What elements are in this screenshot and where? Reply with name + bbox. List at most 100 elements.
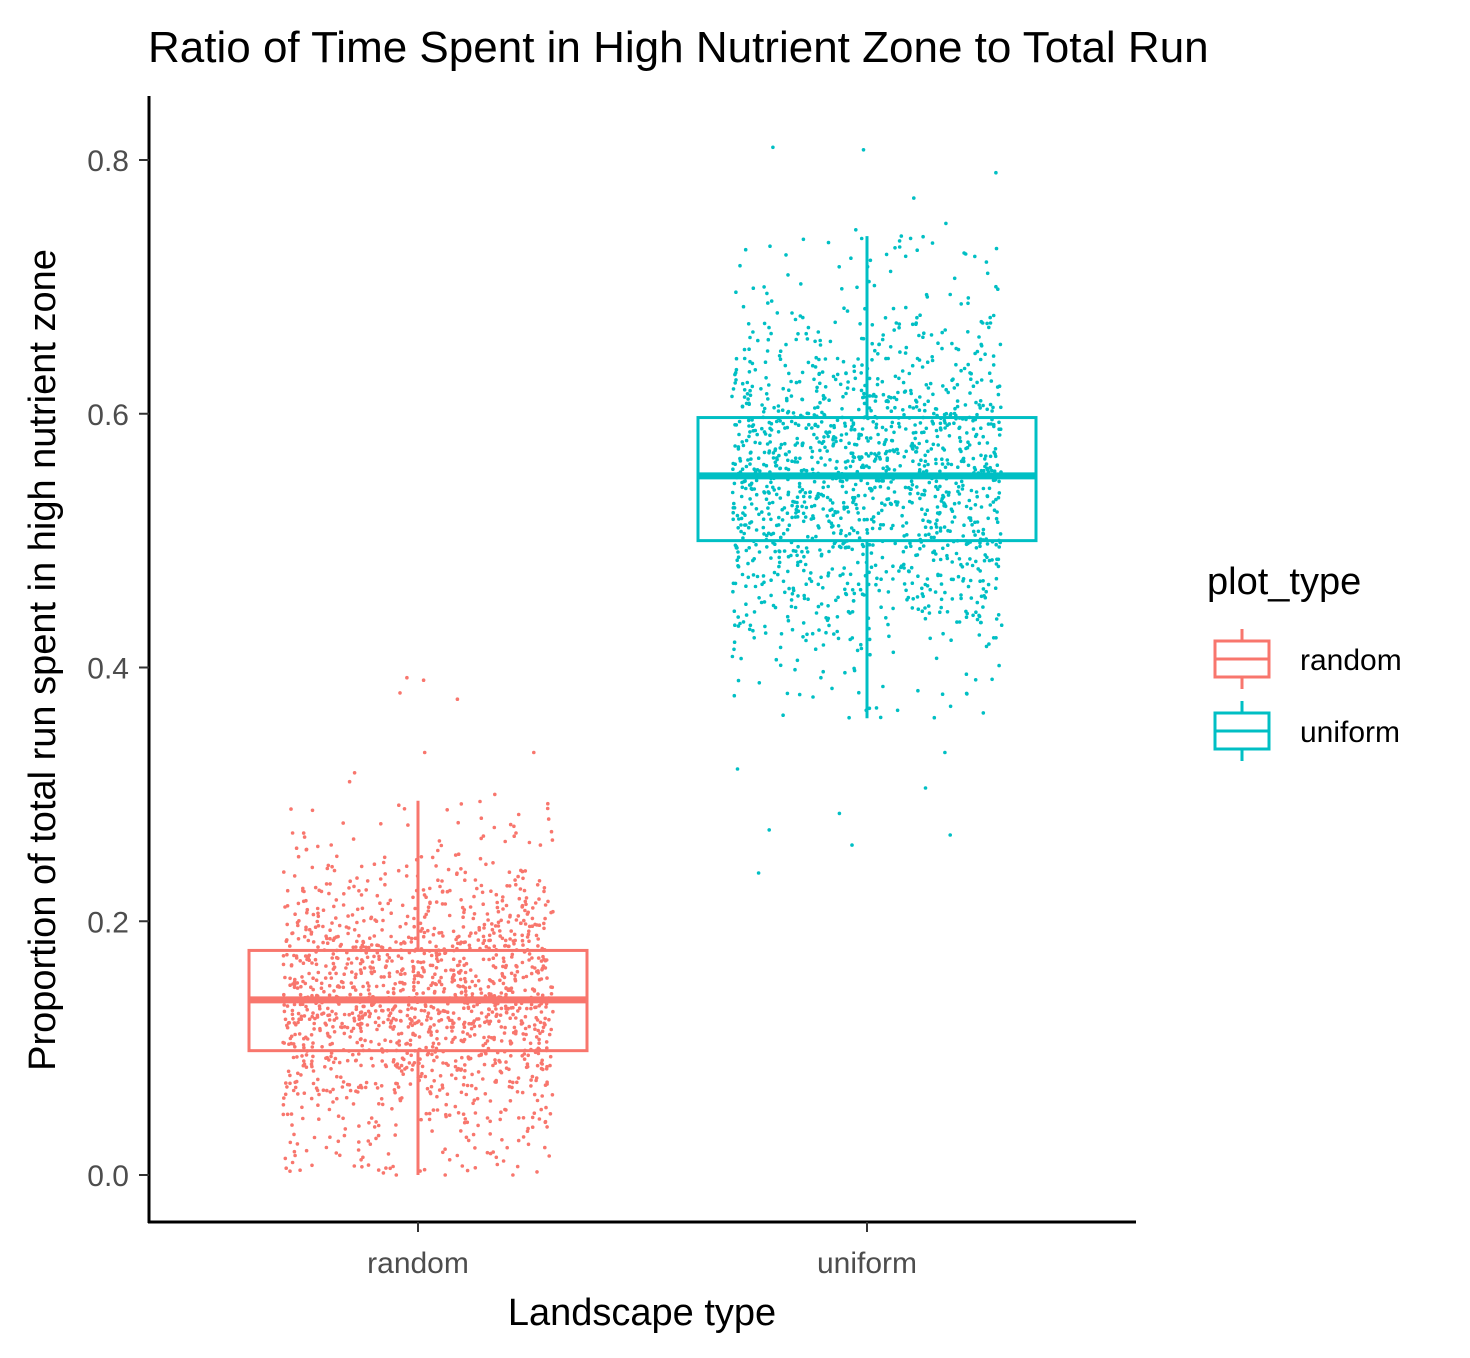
data-point [855,530,860,535]
data-point [819,420,824,424]
data-point [330,956,335,960]
data-point [881,523,886,527]
data-point [978,357,983,362]
data-point [915,553,920,557]
data-point [472,912,477,916]
data-point [911,459,915,464]
data-point [524,1032,528,1037]
data-point [357,1052,361,1056]
data-point [362,966,367,970]
data-point [880,337,885,342]
data-point [359,1158,363,1162]
data-point [965,431,969,435]
data-point [934,479,939,484]
data-point [741,304,746,309]
data-point [329,1054,333,1059]
data-point [545,806,550,811]
data-point [865,481,870,486]
data-point [805,632,809,637]
data-point [779,632,784,636]
data-point [484,1051,488,1056]
data-point [767,383,771,387]
data-point [508,1079,512,1084]
data-point [339,942,344,947]
data-point [910,606,915,610]
data-point [448,888,452,893]
data-point [369,1039,373,1044]
data-point [536,944,540,948]
data-point [310,1014,315,1019]
data-point [453,853,458,857]
data-point [806,534,810,539]
data-point [776,572,780,577]
data-point [352,884,356,889]
data-point [974,400,978,405]
data-point [349,981,354,985]
data-point [437,952,442,956]
data-point [536,992,540,996]
data-point [434,900,439,904]
data-point [466,1138,471,1143]
data-point [868,652,872,657]
data-point [789,394,794,398]
data-point [357,1014,361,1018]
data-point [792,500,797,504]
data-point [900,369,905,373]
data-point [748,462,752,466]
data-point [992,508,997,512]
data-point [421,991,426,995]
data-point [484,944,489,949]
data-point [334,916,338,920]
data-point [348,1088,353,1093]
data-point [821,485,825,490]
data-point [901,524,905,528]
data-point [437,1088,442,1092]
data-point [981,486,986,491]
data-point [904,521,909,525]
data-point [398,980,402,985]
data-point [516,874,520,879]
data-point [385,959,389,963]
y-tick-label: 0.2 [87,906,129,939]
data-point [510,955,514,959]
x-tick-label: random [367,1247,469,1280]
data-point [522,1037,526,1042]
data-point [291,1088,296,1093]
data-point [994,516,999,521]
data-point [353,1058,358,1063]
data-point [917,333,921,338]
data-point [489,889,493,893]
data-point [382,975,386,979]
data-point [398,1098,403,1103]
data-point [991,636,996,640]
data-point [508,822,513,827]
data-point [399,1063,404,1068]
data-point [796,544,800,549]
boxplots [247,236,1038,1175]
data-point [795,658,800,663]
data-point [366,1163,371,1167]
data-point [456,970,461,975]
data-point [391,1027,395,1031]
data-point [361,939,365,944]
data-point [940,346,944,351]
data-point [871,543,875,547]
data-point [774,463,779,468]
data-point [885,497,889,502]
data-point [751,286,756,291]
data-point [292,1149,297,1154]
data-point [422,1167,427,1172]
data-point [997,663,1001,668]
data-point [964,615,969,619]
data-point [513,977,517,981]
data-point [460,905,465,910]
data-point [458,984,462,989]
data-point [825,514,829,518]
data-point [403,982,407,986]
data-point [778,535,783,540]
data-point [845,386,850,390]
data-point [923,525,928,529]
data-point [746,561,750,566]
data-point [944,387,948,392]
data-point [301,899,306,904]
